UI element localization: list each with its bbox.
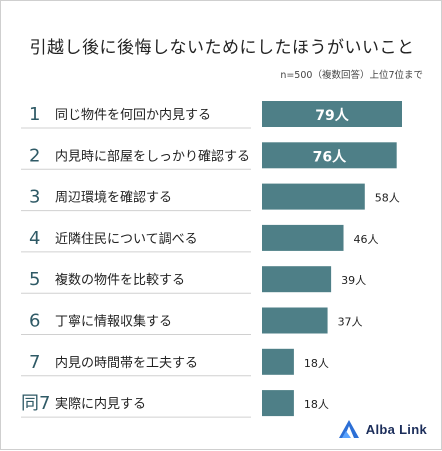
- bar: [262, 224, 344, 251]
- rank-label: 5: [29, 269, 40, 290]
- bar: [262, 348, 294, 375]
- sample-note: n=500（複数回答）上位7位まで: [280, 70, 423, 81]
- value-label: 39人: [341, 274, 366, 287]
- value-label: 18人: [304, 357, 329, 370]
- bar: [262, 307, 328, 334]
- rank-label: 2: [29, 145, 40, 166]
- category-label: 内見の時間帯を工夫する: [55, 355, 198, 371]
- value-label: 58人: [375, 192, 400, 205]
- chart-title: 引越し後に後悔しないためにしたほうがいいこと: [29, 38, 415, 58]
- category-label: 内見時に部屋をしっかり確認する: [55, 148, 250, 164]
- rank-label: 3: [29, 187, 40, 208]
- alba-link-logo-icon: [338, 420, 359, 438]
- value-label: 37人: [338, 316, 363, 329]
- rank-label: 6: [29, 311, 40, 332]
- rank-label: 4: [29, 228, 40, 249]
- rank-label: 7: [29, 352, 40, 373]
- category-label: 実際に内見する: [55, 396, 146, 412]
- brand-logo: Alba Link: [338, 419, 427, 439]
- value-label: 18人: [304, 398, 329, 411]
- rank-label: 同7: [21, 393, 50, 414]
- category-label: 丁寧に情報収集する: [55, 314, 172, 330]
- bar: [262, 390, 294, 417]
- category-label: 複数の物件を比較する: [55, 272, 185, 288]
- bar: [262, 142, 397, 169]
- bar: [262, 101, 402, 127]
- value-label: 46人: [354, 233, 379, 246]
- rank-label: 1: [29, 104, 40, 125]
- bar: [262, 183, 365, 210]
- brand-name: Alba Link: [365, 421, 427, 437]
- value-label: 79人: [315, 107, 349, 124]
- category-label: 周辺環境を確認する: [55, 190, 172, 206]
- bar: [262, 266, 332, 293]
- category-label: 同じ物件を何回か内見する: [55, 107, 211, 123]
- category-label: 近隣住民について調べる: [55, 231, 198, 247]
- value-label: 76人: [313, 148, 347, 165]
